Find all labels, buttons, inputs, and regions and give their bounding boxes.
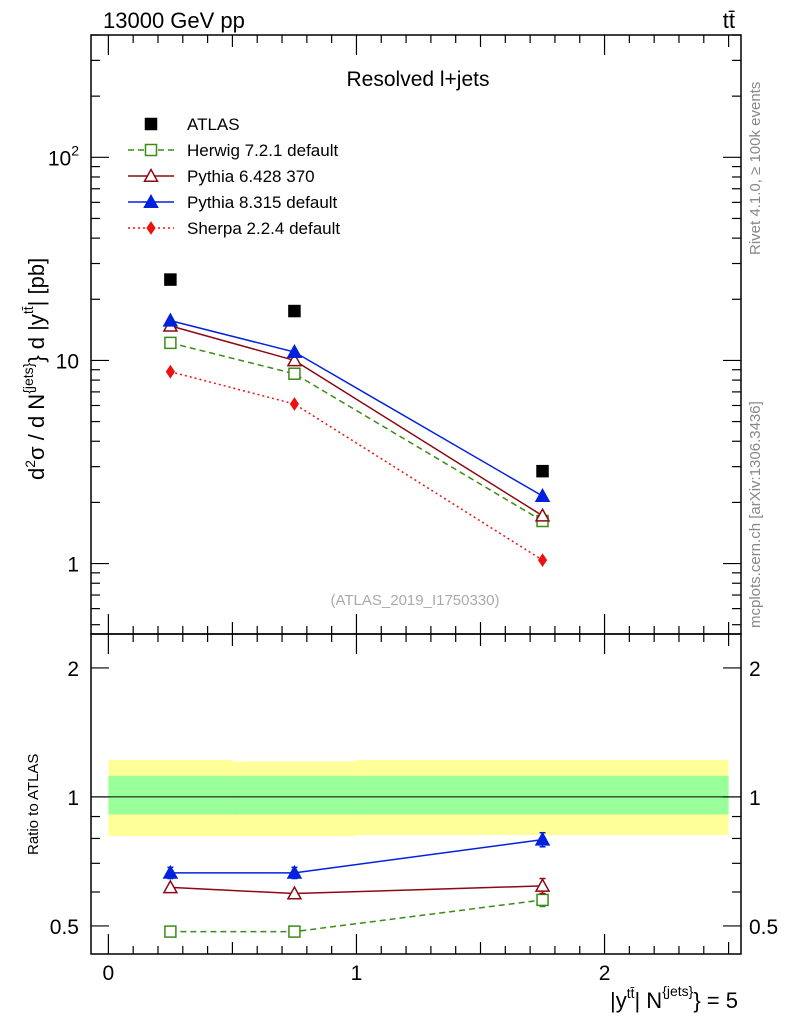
x-tick-label: 0	[103, 962, 115, 985]
data-point	[534, 507, 551, 522]
energy-label: 13000 GeV pp	[103, 8, 245, 33]
data-point	[164, 273, 177, 286]
legend-label: Herwig 7.2.1 default	[187, 141, 338, 160]
legend-label: ATLAS	[187, 115, 240, 134]
inner-band	[356, 775, 729, 815]
ratio-y-tick-label-right: 2	[749, 658, 761, 681]
y-tick-label: 1	[67, 554, 79, 577]
x-tick-label: 1	[351, 962, 363, 985]
data-point	[534, 487, 551, 502]
x-tick-label: 2	[599, 962, 611, 985]
data-point	[536, 464, 549, 478]
main-panel-content	[162, 273, 551, 567]
chart-title: Resolved l+jets	[347, 68, 490, 91]
legend-marker	[144, 117, 158, 131]
data-point	[286, 352, 303, 367]
data-point	[286, 343, 303, 358]
ratio-point	[162, 879, 179, 894]
ratio-point	[286, 864, 303, 879]
inner-band	[232, 775, 357, 815]
series-line	[170, 342, 543, 522]
y-tick-label: 102	[48, 142, 79, 170]
ratio-point	[288, 925, 301, 938]
data-point	[162, 312, 179, 327]
ratio-y-tick-label: 1	[67, 787, 79, 810]
ratio-panel: 0.5 0.5 1 1 2 2 0 1 2 Ratio to ATLAS |ytt̄| N{je…	[25, 633, 778, 1013]
x-axis-label: |ytt̄| N{jets}} = 5	[610, 983, 738, 1013]
ratio-y-tick-label-right: 1	[749, 787, 761, 810]
watermark: (ATLAS_2019_I1750330)	[330, 592, 499, 609]
ratio-point	[534, 831, 551, 846]
ratio-point	[534, 877, 551, 892]
ratio-y-label: Ratio to ATLAS	[25, 754, 42, 855]
data-point	[289, 397, 300, 411]
data-point	[537, 553, 548, 567]
legend: ATLAS Herwig 7.2.1 default Pythia 6.428 37…	[128, 115, 340, 238]
ratio-point	[164, 925, 177, 938]
rivet-label: Rivet 4.1.0, ≥ 100k events	[747, 82, 764, 255]
ratio-line	[170, 899, 543, 933]
process-label: tt̄	[723, 8, 735, 33]
inner-band	[108, 775, 233, 815]
ratio-panel-frame	[90, 633, 742, 955]
main-panel-axes: 1 10 102	[48, 34, 741, 634]
ratio-point	[536, 893, 549, 907]
legend-label: Sherpa 2.2.4 default	[187, 219, 340, 238]
ratio-y-tick-label: 0.5	[50, 916, 79, 939]
data-point	[165, 364, 175, 379]
data-point	[164, 336, 177, 350]
ratio-panel-axes: 0.5 0.5 1 1 2 2 0 1 2	[50, 634, 778, 985]
series-line	[170, 319, 543, 497]
ratio-line	[170, 838, 543, 874]
ratio-point	[286, 885, 303, 900]
ratio-panel-content	[91, 759, 741, 938]
ratio-y-tick-label: 2	[67, 658, 79, 681]
legend-label: Pythia 8.315 default	[187, 193, 338, 212]
y-tick-label: 10	[56, 350, 79, 373]
svg-text:|ytt̄| N{jets}} = 5: |ytt̄| N{jets}} = 5	[610, 983, 738, 1013]
legend-marker	[146, 221, 156, 235]
svg-text:d2σ / d N{jets}} d |ytt̄| [pb]: d2σ / d N{jets}} d |ytt̄| [pb]	[20, 258, 49, 480]
main-panel: 1 10 102 Resolved l+jets (ATLAS_2019_I1750…	[20, 34, 742, 635]
ratio-y-tick-label-right: 0.5	[749, 916, 778, 939]
legend-marker	[143, 167, 159, 182]
data-point	[288, 304, 301, 318]
ratio-line	[170, 885, 543, 895]
ratio-point	[162, 864, 179, 879]
legend-label: Pythia 6.428 370	[187, 167, 315, 186]
y-axis-label: d2σ / d N{jets}} d |ytt̄| [pb]	[20, 258, 49, 480]
legend-marker	[144, 143, 158, 157]
source-label: mcplots.cern.ch [arXiv:1306.3436]	[747, 401, 764, 628]
data-point	[288, 367, 301, 380]
legend-marker	[143, 193, 159, 208]
